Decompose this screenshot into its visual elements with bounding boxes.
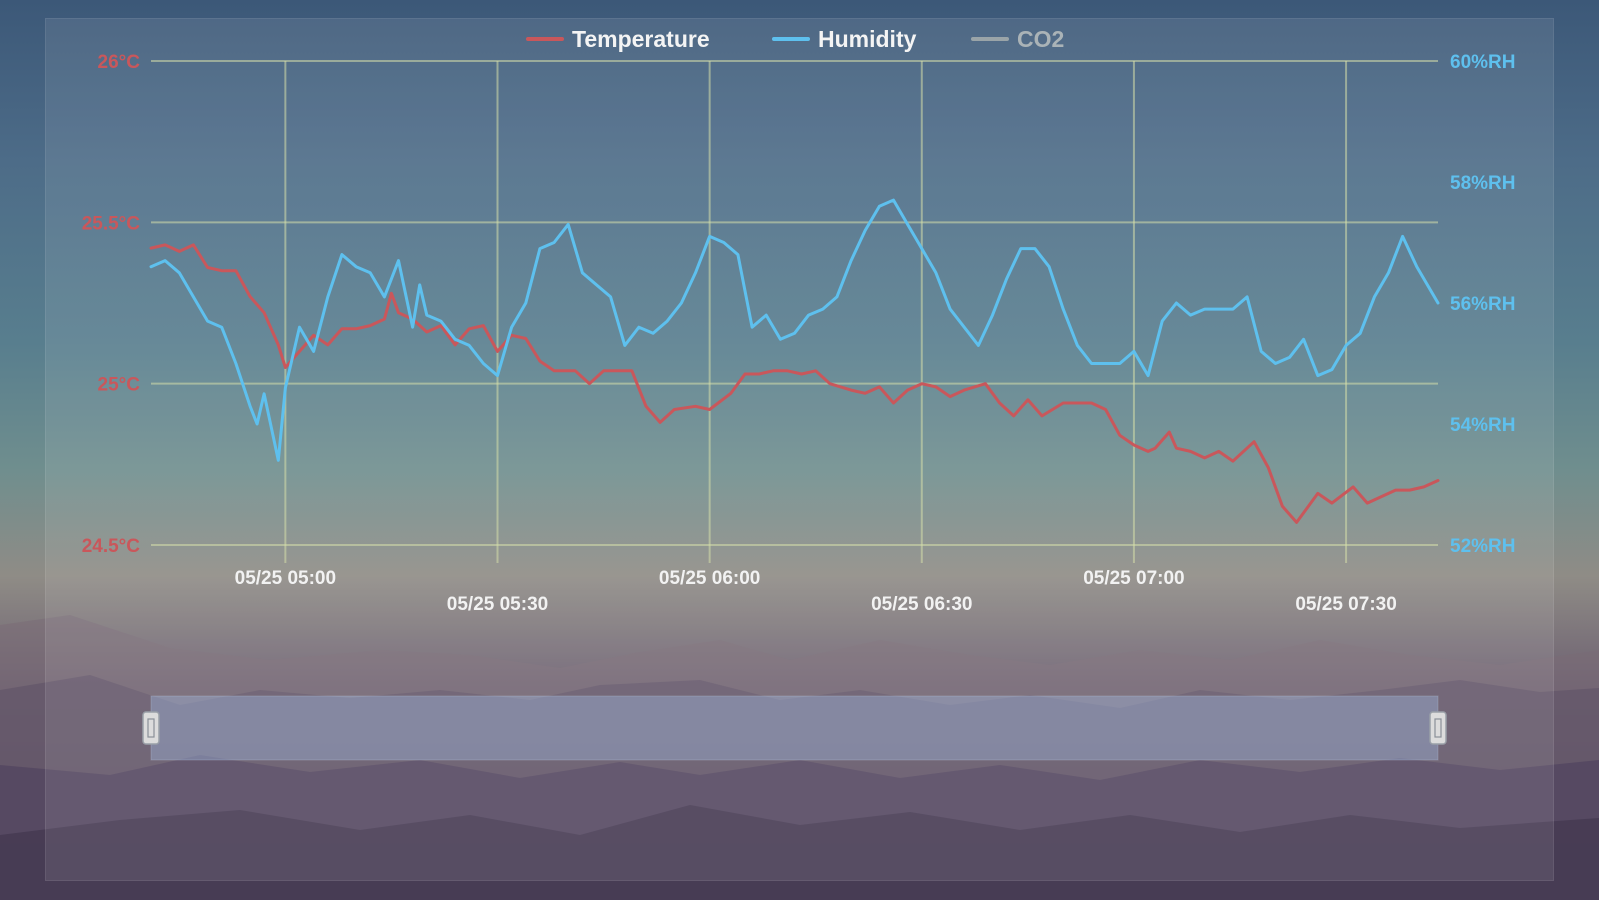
legend: Temperature Humidity CO2 — [526, 26, 1064, 52]
left-y-tick-label: 24.5°C — [82, 536, 141, 557]
zoom-handle-left[interactable] — [142, 711, 160, 745]
right-y-tick-label: 54%RH — [1450, 415, 1515, 436]
zoom-handle-grip-icon — [1434, 718, 1442, 738]
grid-lines — [151, 60, 1438, 563]
right-y-tick-label: 60%RH — [1450, 52, 1515, 73]
x-tick-label: 05/25 07:30 — [1295, 594, 1396, 615]
x-tick-label: 05/25 06:30 — [871, 594, 972, 615]
right-y-tick-label: 52%RH — [1450, 536, 1515, 557]
zoom-handle-grip-icon — [147, 718, 155, 738]
series-line-humidity — [149, 198, 1440, 462]
legend-item-temperature[interactable]: Temperature — [526, 26, 710, 52]
left-y-tick-label: 25.5°C — [82, 213, 141, 234]
right-y-axis: 52%RH 54%RH 56%RH 58%RH 60%RH — [1450, 52, 1515, 557]
legend-label: CO2 — [1017, 26, 1064, 52]
left-y-tick-label: 26°C — [98, 52, 141, 73]
chart-panel — [45, 18, 1554, 881]
zoom-handle-right[interactable] — [1429, 711, 1447, 745]
legend-label: Temperature — [572, 26, 710, 52]
x-tick-label: 05/25 05:30 — [447, 594, 548, 615]
left-y-tick-label: 25°C — [98, 375, 141, 396]
x-tick-label: 05/25 06:00 — [659, 568, 760, 589]
data-zoom-slider[interactable] — [142, 695, 1447, 761]
right-y-tick-label: 58%RH — [1450, 173, 1515, 194]
x-axis: 05/25 05:00 05/25 05:30 05/25 06:00 05/25 0… — [235, 568, 1397, 615]
legend-label: Humidity — [818, 26, 917, 52]
zoom-track[interactable] — [150, 695, 1439, 761]
series-lines — [149, 198, 1440, 524]
x-tick-label: 05/25 05:00 — [235, 568, 336, 589]
x-tick-label: 05/25 07:00 — [1083, 568, 1184, 589]
legend-item-humidity[interactable]: Humidity — [772, 26, 917, 52]
series-line-temperature — [149, 243, 1440, 524]
zoom-selection[interactable] — [151, 696, 1438, 760]
legend-item-co2[interactable]: CO2 — [971, 26, 1064, 52]
left-y-axis: 24.5°C 25°C 25.5°C 26°C — [82, 52, 141, 557]
right-y-tick-label: 56%RH — [1450, 294, 1515, 315]
